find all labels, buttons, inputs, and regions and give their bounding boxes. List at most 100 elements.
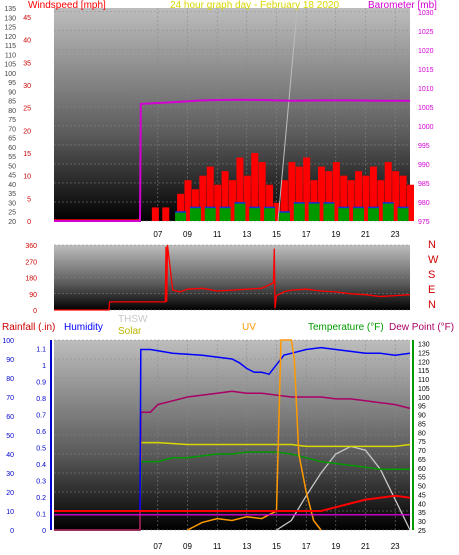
- tick-label: 07: [153, 542, 162, 551]
- wind-gust-bar: [399, 175, 407, 221]
- tick-label: 120: [4, 34, 16, 41]
- wind-avg-bar: [234, 202, 246, 221]
- tick-label: 90: [6, 357, 14, 364]
- tick-label: 130: [418, 342, 430, 349]
- tick-label: 1.1: [36, 346, 46, 353]
- tick-label: 0: [27, 219, 31, 226]
- temperature-humidity-chart: 0 0.1 0.2 0.3 0.4 0.5 0.6 0.7 0.8 0.9 1 1.1 0 10 20 30…: [2, 314, 454, 551]
- tick-label: 15: [23, 151, 31, 158]
- tick-label: 995: [418, 143, 430, 150]
- tick-label: 15: [272, 542, 281, 551]
- tick-label: 09: [183, 542, 192, 551]
- temperature-label: Temperature (°F): [308, 322, 384, 333]
- tick-label: 25: [418, 528, 426, 535]
- tick-label: 70: [418, 448, 426, 455]
- solar-line: [54, 441, 411, 531]
- wind-gust-bar: [221, 171, 229, 221]
- tick-label: 125: [418, 350, 430, 357]
- tick-label: 1: [42, 363, 46, 370]
- wind-gust-bar: [184, 180, 192, 221]
- tick-label: 115: [5, 43, 16, 50]
- tick-label: 11: [213, 542, 222, 551]
- tick-label: 1025: [418, 29, 434, 36]
- tick-label: 10: [6, 509, 14, 516]
- direction-label: W: [428, 254, 439, 266]
- tick-label: 270: [25, 259, 37, 266]
- wind-gust-bar: [151, 207, 159, 221]
- tick-label: 990: [418, 162, 430, 169]
- direction-label: E: [428, 284, 435, 296]
- tick-label: 5: [27, 196, 31, 203]
- tick-label: 80: [6, 376, 14, 383]
- wind-avg-bar: [397, 207, 409, 221]
- time-sweep-line: [277, 7, 298, 222]
- tick-label: 60: [8, 145, 16, 152]
- tick-label: 35: [418, 510, 426, 517]
- wind-gust-bar: [318, 166, 325, 221]
- wind-gust-bar: [310, 180, 318, 221]
- wind-gust-bar: [214, 184, 222, 221]
- tick-label: 23: [391, 542, 400, 551]
- wind-avg-bar: [382, 202, 394, 221]
- tick-label: 115: [418, 368, 429, 375]
- tick-label: 95: [8, 80, 16, 87]
- tick-label: 80: [8, 108, 16, 115]
- tick-label: 0: [10, 528, 14, 535]
- tick-label: 45: [23, 15, 31, 22]
- tick-label: 30: [6, 471, 14, 478]
- dewpoint-label: Dew Point (°F): [389, 322, 454, 333]
- wind-gust-bar: [332, 162, 340, 221]
- wind-direction-line: [54, 244, 411, 311]
- tick-label: 980: [418, 200, 430, 207]
- wind-avg-bar: [189, 207, 201, 221]
- wind-gust-bar: [407, 184, 414, 221]
- tick-label: 110: [5, 52, 16, 59]
- tick-label: 1000: [418, 124, 434, 131]
- tick-label: 0.8: [36, 396, 46, 403]
- tick-label: 50: [6, 433, 14, 440]
- wind-gust-bar: [340, 175, 348, 221]
- tick-label: 40: [23, 38, 31, 45]
- tick-label: 17: [302, 230, 311, 239]
- wind-gust-bar: [191, 189, 199, 221]
- wind-gust-bar: [325, 171, 333, 221]
- wind-avg-bar: [204, 207, 216, 221]
- wind-avg-bar: [308, 202, 320, 221]
- wind-avg-bar: [338, 207, 350, 221]
- tick-label: 40: [6, 452, 14, 459]
- uv-line: [187, 339, 322, 531]
- wind-avg-bar: [175, 211, 187, 221]
- wind-avg-bar: [264, 207, 276, 221]
- humidity-line: [54, 346, 411, 512]
- wind-gust-bar: [347, 180, 355, 221]
- tick-label: 13: [242, 542, 251, 551]
- tick-label: 135: [4, 6, 16, 13]
- tick-label: 35: [23, 60, 31, 67]
- dewpoint-line: [54, 390, 411, 531]
- tick-label: 0.1: [36, 511, 46, 518]
- rainfall-line: [54, 494, 411, 512]
- tick-label: 15: [272, 230, 281, 239]
- chart-title: 24 hour graph day - February 18 2020: [170, 0, 339, 11]
- tick-label: 85: [418, 421, 426, 428]
- tick-label: 09: [183, 230, 192, 239]
- tick-label: 80: [418, 430, 426, 437]
- tick-label: 0: [42, 528, 46, 535]
- wind-avg-bar: [249, 207, 261, 221]
- tick-label: 0.7: [36, 412, 46, 419]
- tick-label: 17: [302, 542, 311, 551]
- wind-gust-bar: [236, 157, 244, 221]
- tick-label: 20: [23, 128, 31, 135]
- tick-label: 105: [4, 62, 16, 69]
- tick-label: 120: [418, 359, 430, 366]
- tick-label: 30: [8, 200, 16, 207]
- tick-label: 75: [8, 117, 16, 124]
- tick-label: 55: [8, 154, 16, 161]
- wind-avg-bar: [293, 202, 305, 221]
- tick-label: 70: [6, 395, 14, 402]
- tick-label: 40: [8, 182, 16, 189]
- tick-label: 125: [4, 25, 16, 32]
- humidity-label: Humidity: [64, 322, 103, 333]
- tick-label: 55: [418, 475, 426, 482]
- tick-label: 100: [2, 338, 14, 345]
